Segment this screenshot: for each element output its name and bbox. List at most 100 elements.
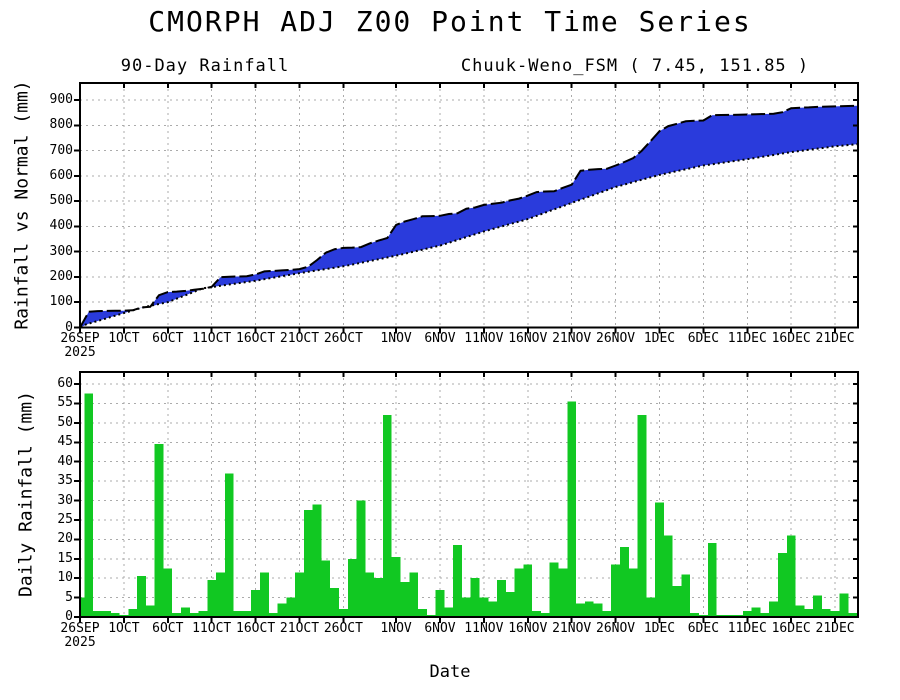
daily-rainfall-bar — [356, 500, 366, 617]
daily-rainfall-bar — [751, 607, 761, 617]
bottom-y-tick-label: 45 — [57, 434, 73, 450]
top-y-tick-label: 400 — [49, 218, 73, 234]
daily-rainfall-bar — [514, 568, 524, 617]
daily-rainfall-bar — [172, 613, 181, 617]
daily-rainfall-bar — [540, 613, 550, 617]
bottom-y-tick-label: 25 — [57, 511, 73, 527]
top-x-tick-label: 21NOV — [552, 331, 592, 346]
bottom-x-tick-label: 26NOV — [596, 621, 636, 636]
bottom-y-tick-label: 0 — [65, 609, 73, 624]
daily-rainfall-bar — [444, 607, 454, 617]
bottom-x-tick-label: 21NOV — [552, 621, 592, 636]
daily-rainfall-bar — [163, 568, 173, 617]
bottom-x-tick-label: 16DEC — [771, 621, 811, 636]
daily-rainfall-bar — [663, 535, 673, 617]
daily-rainfall-bar — [391, 556, 401, 617]
daily-rainfall-bar — [84, 393, 94, 617]
daily-rainfall-bar — [505, 591, 515, 617]
top-y-tick-label: 900 — [49, 92, 73, 108]
daily-rainfall-bar — [295, 572, 304, 617]
daily-rainfall-bar — [145, 605, 155, 617]
daily-rainfall-bar — [637, 415, 647, 617]
daily-rainfall-bar — [593, 603, 603, 617]
daily-rainfall-bar — [330, 587, 339, 617]
daily-rainfall-bar — [461, 597, 471, 617]
daily-rainfall-bar — [400, 582, 410, 617]
daily-rainfall-bar — [321, 560, 331, 617]
top-x-tick-label: 16DEC — [771, 331, 811, 346]
daily-rainfall-bars — [80, 393, 858, 617]
daily-rainfall-bar — [628, 568, 638, 617]
daily-rainfall-bar — [497, 580, 506, 617]
bottom-x-tick-label: 26OCT — [323, 621, 363, 636]
top-x-tick-label: 26OCT — [323, 331, 363, 346]
bottom-y-tick-label: 55 — [57, 395, 73, 411]
top-x-tick-label: 11OCT — [192, 331, 232, 346]
bottom-y-tick-label: 10 — [57, 570, 73, 586]
bottom-axis-tick-marks — [74, 372, 858, 623]
daily-rainfall-bar — [418, 609, 427, 617]
top-y-tick-label: 300 — [49, 243, 73, 259]
daily-rainfall-bar — [769, 601, 778, 617]
daily-rainfall-bar — [681, 574, 691, 617]
daily-rainfall-bar — [224, 473, 234, 617]
daily-rainfall-bar — [286, 597, 296, 617]
top-y-tick-label: 100 — [49, 294, 73, 310]
daily-rainfall-bar — [778, 552, 787, 617]
daily-rainfall-bar — [268, 613, 278, 617]
bottom-x-tick-label: 1NOV — [380, 621, 412, 636]
top-chart-90day-cumulative — [74, 82, 859, 334]
normal-cumulative-dotted-line — [80, 143, 858, 328]
top-x-tick-label: 1DEC — [643, 331, 676, 346]
daily-rainfall-bar — [198, 611, 208, 617]
daily-rainfall-bar — [409, 572, 419, 617]
bottom-x-tick-label: 21OCT — [279, 621, 320, 636]
daily-rainfall-bar — [646, 597, 656, 617]
top-y-tick-label: 0 — [65, 319, 73, 335]
daily-rainfall-bar — [620, 547, 629, 617]
bottom-x-tick-label: 21DEC — [815, 621, 855, 636]
top-x-year-label: 2025 — [64, 345, 96, 360]
daily-rainfall-bar — [260, 572, 269, 617]
top-axis-tick-marks — [74, 83, 858, 334]
daily-rainfall-bar — [549, 562, 559, 617]
top-x-tick-label: 16OCT — [236, 331, 276, 346]
bottom-x-tick-label: 1OCT — [108, 621, 140, 636]
daily-rainfall-bar — [576, 603, 585, 617]
daily-rainfall-bar — [830, 611, 840, 617]
daily-rainfall-bar — [339, 609, 348, 617]
bottom-x-year-label: 2025 — [64, 635, 96, 650]
daily-rainfall-bar — [479, 597, 489, 617]
top-x-tick-label: 6OCT — [152, 331, 184, 346]
bottom-y-tick-label: 35 — [57, 473, 73, 489]
daily-rainfall-bar — [181, 607, 190, 617]
daily-rainfall-bar — [470, 578, 480, 617]
subtitle-90day-rainfall: 90-Day Rainfall — [120, 56, 290, 76]
bottom-y-tick-label: 20 — [57, 531, 73, 547]
bottom-y-tick-label: 30 — [57, 492, 73, 508]
top-x-tick-label: 6NOV — [424, 331, 456, 346]
top-y-tick-label: 200 — [49, 268, 73, 284]
daily-rainfall-bar — [655, 502, 664, 617]
daily-rainfall-bar — [251, 589, 260, 617]
daily-rainfall-bar — [813, 595, 822, 617]
daily-rainfall-bar — [488, 601, 498, 617]
bottom-x-tick-label: 11NOV — [464, 621, 504, 636]
daily-rainfall-bar — [848, 613, 858, 617]
x-axis-title: Date — [429, 662, 471, 682]
top-x-tick-label: 1OCT — [108, 331, 140, 346]
bottom-gridlines — [80, 372, 858, 617]
daily-rainfall-bar — [189, 613, 199, 617]
daily-rainfall-bar — [435, 589, 445, 617]
bottom-x-tick-label: 11DEC — [727, 621, 767, 636]
daily-rainfall-bar — [558, 568, 568, 617]
top-y-tick-label: 500 — [49, 193, 73, 209]
bottom-plot-border — [79, 371, 859, 618]
daily-rainfall-bar — [110, 613, 120, 617]
daily-rainfall-bar — [584, 601, 594, 617]
top-x-tick-label: 11DEC — [727, 331, 767, 346]
daily-rainfall-bar — [216, 572, 225, 617]
daily-rainfall-bar — [567, 401, 577, 617]
daily-rainfall-bar — [602, 611, 612, 617]
daily-rainfall-bar — [365, 572, 375, 617]
